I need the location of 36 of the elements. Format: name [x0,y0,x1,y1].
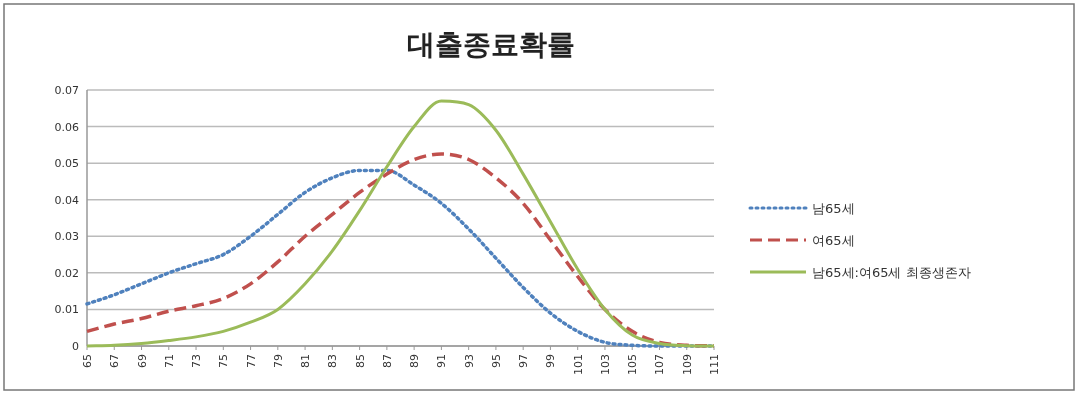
y-tick-label: 0 [72,340,79,353]
x-tick-label: 97 [517,354,531,368]
y-tick-label: 0.01 [54,303,79,317]
legend-label: 남65세:여65세 최종생존자 [812,265,971,280]
x-tick-label: 107 [653,354,667,375]
x-tick-label: 71 [162,354,176,368]
y-tick-label: 0.05 [54,157,79,171]
x-tick-label: 65 [81,354,94,368]
x-tick-label: 103 [598,354,612,375]
y-tick-label: 0.04 [54,193,79,207]
x-tick-label: 83 [326,354,340,368]
x-tick-label: 105 [626,354,640,375]
x-tick-label: 81 [299,354,313,368]
x-tick-label: 73 [190,354,204,368]
x-tick-label: 89 [408,354,422,368]
x-tick-label: 85 [353,354,367,368]
x-tick-label: 75 [217,354,231,368]
x-tick-label: 87 [380,354,394,368]
y-tick-label: 0.02 [54,266,79,280]
x-tick-label: 77 [244,354,258,368]
x-tick-label: 69 [135,354,149,368]
x-tick-label: 93 [462,354,476,368]
legend-label: 여65세 [812,233,855,248]
x-tick-label: 99 [544,354,558,368]
y-tick-label: 0.06 [54,120,79,134]
x-tick-label: 111 [708,354,721,375]
x-tick-label: 91 [435,354,449,368]
legend-label: 남65세 [812,201,855,216]
x-tick-label: 109 [680,354,694,375]
x-tick-label: 101 [571,354,585,375]
chart-title: 대출종료확률 [406,28,575,61]
x-tick-label: 79 [271,354,285,368]
x-tick-label: 67 [108,354,122,368]
x-tick-label: 95 [489,354,503,368]
y-tick-label: 0.07 [54,84,79,97]
y-tick-label: 0.03 [54,230,79,244]
